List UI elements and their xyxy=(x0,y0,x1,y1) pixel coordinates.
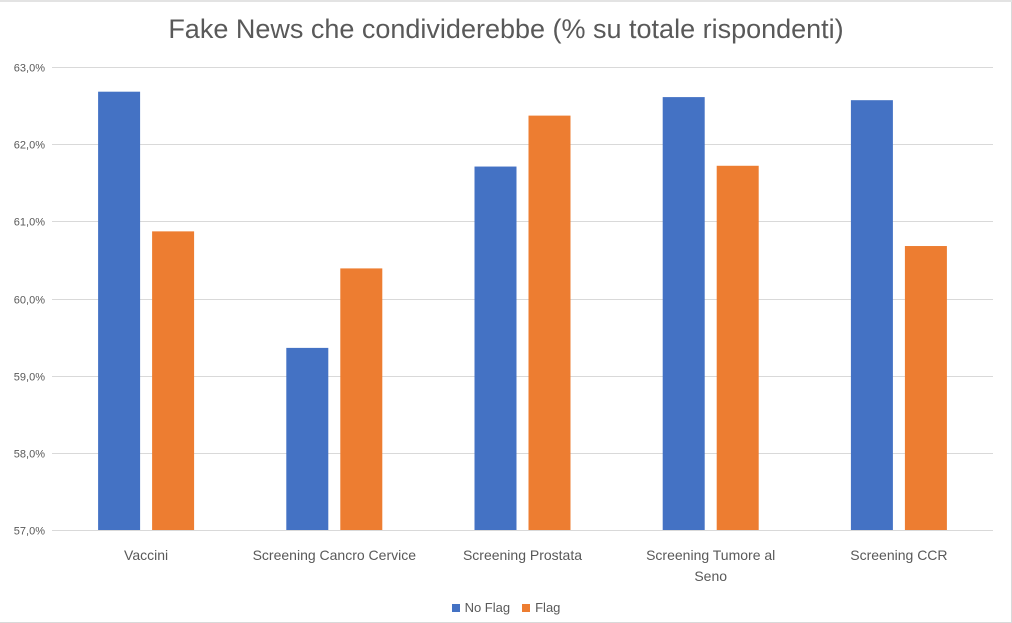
y-axis-ticks: 57,0% 58,0% 59,0% 60,0% 61,0% 62,0% 63,0% xyxy=(14,63,45,538)
bar-flag xyxy=(340,268,383,530)
legend-item-flag: Flag xyxy=(522,600,560,615)
y-tick-label: 58,0% xyxy=(14,449,45,461)
bar-flag xyxy=(904,246,947,530)
bar-no-flag xyxy=(286,347,329,530)
gridlines xyxy=(52,67,993,531)
legend-swatch-no-flag xyxy=(451,603,460,612)
y-tick-label: 60,0% xyxy=(14,295,45,307)
bar-flag xyxy=(152,231,195,531)
legend-label-flag: Flag xyxy=(535,600,561,615)
bar-no-flag xyxy=(850,100,893,530)
bar-flag xyxy=(528,115,571,531)
legend-label-no-flag: No Flag xyxy=(464,600,511,615)
y-tick-label: 61,0% xyxy=(14,217,45,229)
bars xyxy=(98,91,947,531)
bar-no-flag xyxy=(98,91,141,531)
y-tick-label: 63,0% xyxy=(14,63,45,75)
x-tick-label: Vaccini xyxy=(124,547,168,563)
bar-no-flag xyxy=(662,97,705,530)
bar-flag xyxy=(716,165,759,531)
x-tick-label: Screening Prostata xyxy=(463,547,582,563)
x-tick-label: Screening Tumore al Seno xyxy=(646,547,775,584)
legend-item-no-flag: No Flag xyxy=(451,600,511,615)
bar-no-flag xyxy=(474,166,517,531)
legend: No Flag Flag xyxy=(0,600,1012,615)
y-tick-label: 62,0% xyxy=(14,140,45,152)
top-rule xyxy=(0,0,1012,2)
x-tick-label: Screening CCR xyxy=(850,547,947,563)
y-tick-label: 59,0% xyxy=(14,372,45,384)
x-axis-ticks: Vaccini Screening Cancro Cervice Screening… xyxy=(124,547,947,584)
y-tick-label: 57,0% xyxy=(14,526,45,538)
legend-swatch-flag xyxy=(522,603,531,612)
x-tick-label: Screening Cancro Cervice xyxy=(253,547,417,563)
chart-title: Fake News che condividerebbe (% su total… xyxy=(168,14,844,44)
